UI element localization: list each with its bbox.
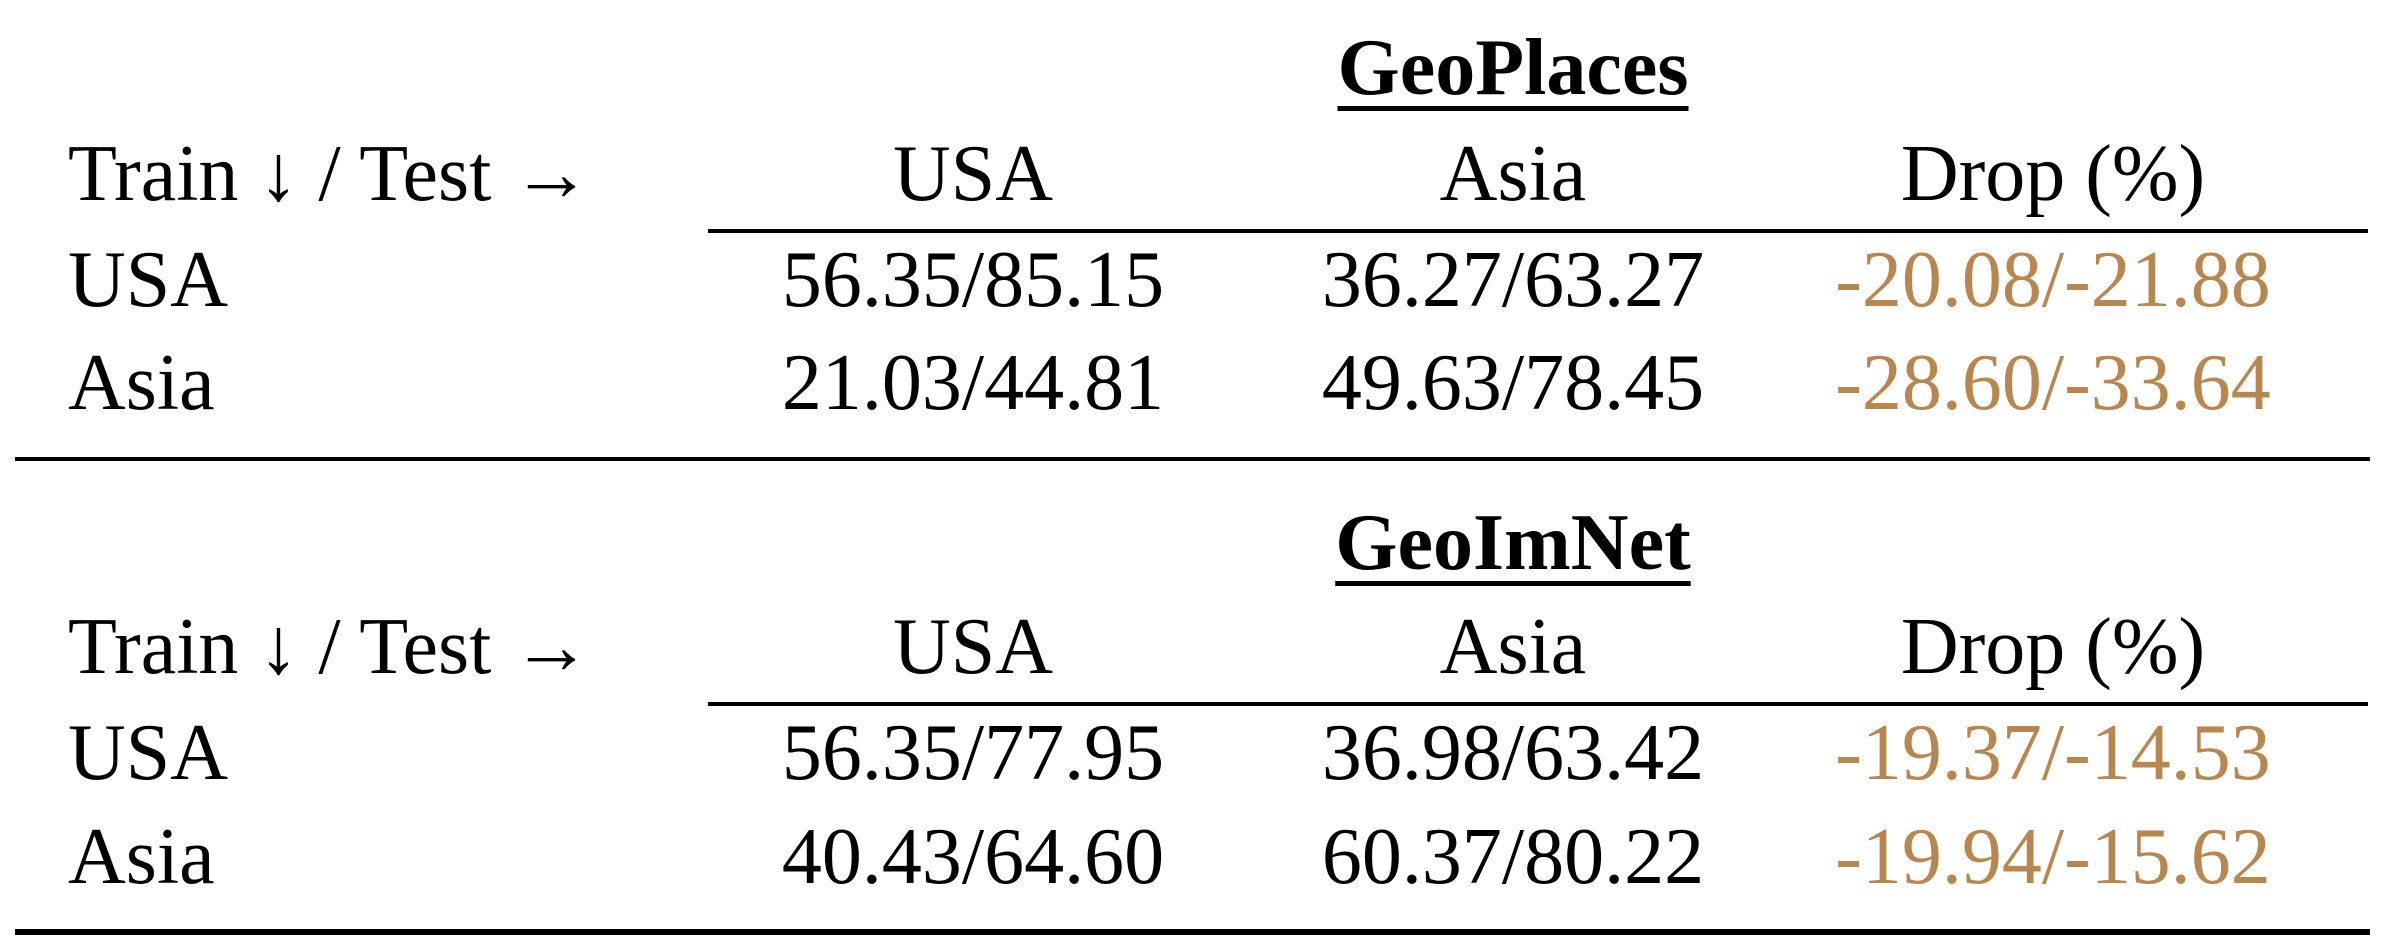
row-label: USA xyxy=(68,236,229,324)
cell-usa: 21.03/44.81 xyxy=(781,339,1165,427)
section-title: GeoImNet xyxy=(1335,499,1691,587)
cell-asia: 60.37/80.22 xyxy=(1321,813,1705,901)
column-header-asia: Asia xyxy=(1439,603,1587,691)
row-label: Asia xyxy=(68,339,215,427)
bottom-rule xyxy=(15,929,2370,935)
row-label: USA xyxy=(68,709,229,797)
cell-asia: 36.27/63.27 xyxy=(1321,236,1705,324)
cell-drop: -19.94/-15.62 xyxy=(1835,813,2271,901)
row-label: Asia xyxy=(68,813,215,901)
column-header-drop: Drop (%) xyxy=(1900,603,2206,691)
header-corner: Train ↓ / Test → xyxy=(68,603,592,691)
column-header-drop: Drop (%) xyxy=(1900,130,2206,218)
header-corner: Train ↓ / Test → xyxy=(68,130,592,218)
cell-drop: -19.37/-14.53 xyxy=(1835,709,2271,797)
column-header-usa: USA xyxy=(892,130,1054,218)
cell-usa: 56.35/77.95 xyxy=(781,709,1165,797)
cell-usa: 56.35/85.15 xyxy=(781,236,1165,324)
cell-drop: -28.60/-33.64 xyxy=(1835,339,2271,427)
column-header-usa: USA xyxy=(892,603,1054,691)
cell-usa: 40.43/64.60 xyxy=(781,813,1165,901)
column-header-asia: Asia xyxy=(1439,130,1587,218)
header-rule xyxy=(708,229,2368,233)
cell-drop: -20.08/-21.88 xyxy=(1835,236,2271,324)
section-divider-rule xyxy=(15,457,2370,461)
cell-asia: 49.63/78.45 xyxy=(1321,339,1705,427)
header-rule xyxy=(708,702,2368,706)
cell-asia: 36.98/63.42 xyxy=(1321,709,1705,797)
section-title: GeoPlaces xyxy=(1337,24,1689,112)
